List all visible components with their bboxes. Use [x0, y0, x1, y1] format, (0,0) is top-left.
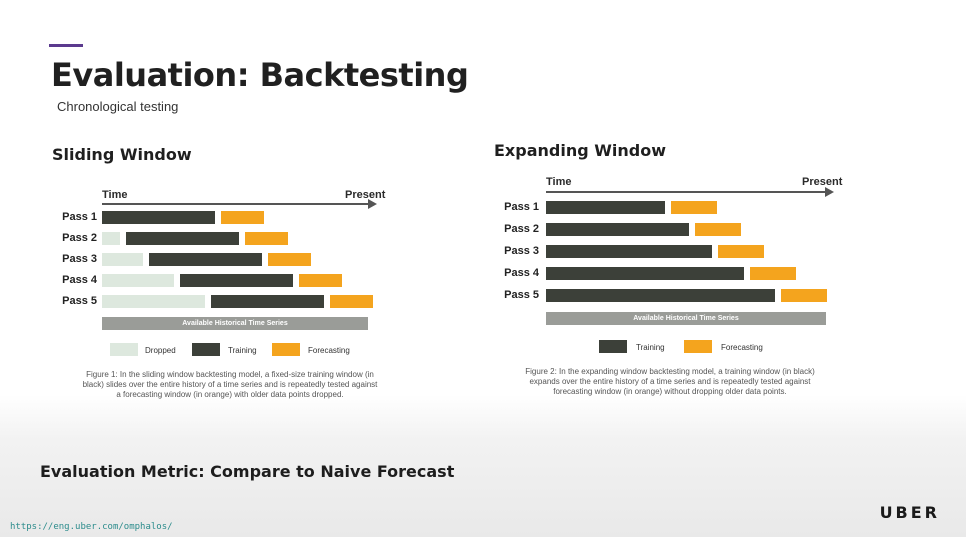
sliding-caption-line: Figure 1: In the sliding window backtest…	[86, 370, 374, 379]
training-segment	[102, 211, 215, 224]
dropped-segment	[102, 274, 174, 287]
uber-logo: UBER	[879, 503, 940, 522]
evaluation-metric-heading: Evaluation Metric: Compare to Naive Fore…	[40, 462, 455, 481]
expanding-caption-line: forecasting window (in orange) without d…	[553, 387, 787, 396]
forecasting-segment	[221, 211, 264, 224]
sliding-caption-line: a forecasting window (in orange) with ol…	[116, 390, 344, 399]
pass-label: Pass 1	[62, 211, 97, 223]
training-segment	[211, 295, 324, 308]
legend-training-swatch	[599, 340, 627, 353]
forecasting-segment	[750, 267, 796, 280]
forecasting-segment	[299, 274, 342, 287]
page-subtitle: Chronological testing	[57, 99, 179, 114]
forecasting-segment	[671, 201, 717, 214]
pass-label: Pass 3	[504, 245, 539, 257]
legend-forecasting-label: Forecasting	[308, 346, 350, 355]
forecasting-segment	[245, 232, 288, 245]
expanding-present-label: Present	[802, 176, 843, 188]
pass-label: Pass 4	[504, 267, 539, 279]
training-segment	[546, 245, 712, 258]
forecasting-segment	[718, 245, 764, 258]
sliding-time-axis	[102, 203, 370, 205]
expanding-time-label: Time	[546, 176, 572, 188]
forecasting-segment	[695, 223, 741, 236]
sliding-present-label: Present	[345, 189, 386, 201]
pass-label: Pass 2	[62, 232, 97, 244]
legend-dropped-swatch	[110, 343, 138, 356]
sliding-caption: Figure 1: In the sliding window backtest…	[50, 370, 410, 400]
training-segment	[149, 253, 262, 266]
expanding-axis-arrow-icon	[825, 187, 834, 197]
sliding-time-label: Time	[102, 189, 128, 201]
forecasting-segment	[781, 289, 827, 302]
legend-forecasting-label: Forecasting	[721, 343, 763, 352]
dropped-segment	[102, 232, 120, 245]
legend-forecasting-swatch	[684, 340, 712, 353]
training-segment	[546, 223, 689, 236]
sliding-axis-arrow-icon	[368, 199, 377, 209]
pass-label: Pass 2	[504, 223, 539, 235]
expanding-caption-line: Figure 2: In the expanding window backte…	[525, 367, 815, 376]
expanding-window-title: Expanding Window	[494, 141, 666, 160]
pass-label: Pass 5	[504, 289, 539, 301]
legend-dropped-label: Dropped	[145, 346, 176, 355]
sliding-caption-line: black) slides over the entire history of…	[82, 380, 378, 389]
expanding-history-bar: Available Historical Time Series	[546, 312, 826, 325]
forecasting-segment	[268, 253, 311, 266]
training-segment	[546, 267, 744, 280]
expanding-time-axis	[546, 191, 826, 193]
training-segment	[126, 232, 239, 245]
page-title: Evaluation: Backtesting	[51, 56, 469, 94]
legend-training-swatch	[192, 343, 220, 356]
sliding-history-bar: Available Historical Time Series	[102, 317, 368, 330]
training-segment	[546, 289, 775, 302]
pass-label: Pass 3	[62, 253, 97, 265]
pass-label: Pass 5	[62, 295, 97, 307]
legend-training-label: Training	[636, 343, 665, 352]
pass-label: Pass 1	[504, 201, 539, 213]
forecasting-segment	[330, 295, 373, 308]
legend-forecasting-swatch	[272, 343, 300, 356]
dropped-segment	[102, 253, 143, 266]
training-segment	[180, 274, 293, 287]
pass-label: Pass 4	[62, 274, 97, 286]
dropped-segment	[102, 295, 205, 308]
training-segment	[546, 201, 665, 214]
legend-training-label: Training	[228, 346, 257, 355]
source-link[interactable]: https://eng.uber.com/omphalos/	[10, 522, 173, 532]
accent-bar	[49, 44, 83, 47]
expanding-caption-line: expands over the entire history of a tim…	[529, 377, 811, 386]
expanding-caption: Figure 2: In the expanding window backte…	[490, 367, 850, 397]
sliding-window-title: Sliding Window	[52, 145, 192, 164]
